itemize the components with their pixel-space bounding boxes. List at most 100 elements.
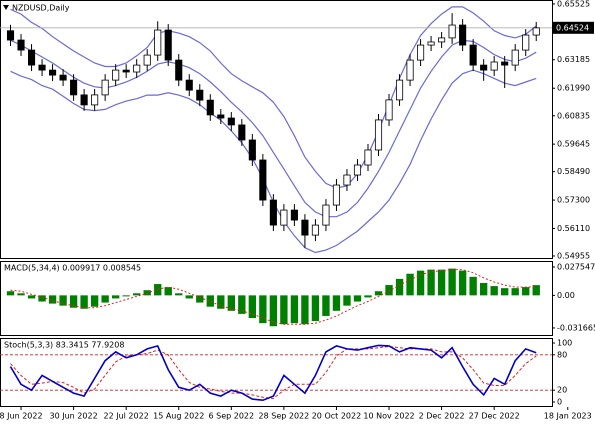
macd-bar — [259, 295, 267, 324]
candle-body — [91, 94, 99, 106]
candle-body — [80, 94, 88, 106]
candle-body — [374, 119, 383, 151]
candle-body — [343, 174, 351, 186]
candle-body — [448, 24, 456, 39]
y-tick-label: 0.54955 — [557, 251, 590, 260]
macd-bar — [48, 295, 57, 304]
candle-body — [427, 41, 435, 46]
x-tick-label: 15 Aug 2022 — [153, 412, 204, 421]
candle-body — [143, 54, 151, 66]
macd-bar — [416, 270, 425, 296]
macd-bar — [374, 291, 383, 296]
candle-body — [17, 39, 25, 51]
candle-body — [248, 139, 256, 161]
macd-bar — [69, 295, 78, 308]
candle-body — [385, 99, 393, 121]
candle-body — [27, 49, 36, 66]
macd-bar — [196, 295, 204, 303]
stoch-main — [9, 344, 537, 402]
candle-body — [490, 61, 498, 71]
macd-signal — [10, 269, 537, 325]
macd-bar — [448, 268, 456, 296]
y-tick-label: 80 — [557, 350, 567, 359]
candle-body — [311, 224, 319, 236]
x-tick-label: 6 Sep 2022 — [209, 412, 255, 421]
macd-bar — [217, 295, 225, 309]
candle-body — [154, 29, 162, 56]
candle-body — [280, 209, 288, 226]
stoch-signal — [10, 345, 537, 400]
x-tick-label: 2 Dec 2022 — [419, 412, 465, 421]
candle-body — [206, 99, 214, 116]
macd-bar — [80, 295, 88, 309]
candle-body — [406, 59, 414, 81]
candle-body — [238, 124, 246, 141]
candle-body — [395, 79, 404, 101]
macd-bar — [395, 278, 404, 296]
macd-bar — [343, 295, 351, 306]
macd-bar — [532, 285, 540, 296]
candle-body — [353, 164, 362, 176]
macd-bar — [175, 293, 183, 296]
y-tick-label: 0.61990 — [557, 84, 590, 93]
macd-bar — [17, 293, 25, 296]
macd-bar — [332, 295, 341, 311]
macd-bar — [111, 295, 120, 299]
x-tick-label: 8 Jun 2022 — [0, 412, 43, 421]
macd-bar — [101, 295, 109, 303]
candle-body — [217, 114, 225, 119]
macd-bar — [27, 295, 36, 299]
current-price-label: 0.64524 — [556, 23, 589, 32]
x-tick-label: 20 Oct 2022 — [312, 412, 361, 421]
macd-bar — [322, 295, 330, 316]
macd-bar — [522, 287, 530, 296]
candle-body — [70, 79, 78, 96]
macd-bar — [301, 295, 309, 325]
macd-bar — [248, 295, 257, 319]
candle-body — [290, 209, 298, 221]
y-tick-label: 0.65525 — [557, 0, 590, 8]
x-tick-label: 18 Jan 2023 — [544, 412, 592, 421]
candle-body — [227, 117, 235, 126]
candle-body — [522, 34, 530, 51]
macd-bar — [385, 285, 393, 296]
candle-body — [459, 24, 467, 46]
y-tick-label: 100 — [557, 339, 572, 348]
macd-bar — [227, 295, 235, 311]
y-tick-label: 0.56110 — [557, 224, 590, 233]
macd-bar — [406, 273, 414, 296]
candle-body — [38, 64, 46, 71]
candle-body — [164, 29, 172, 61]
macd-bar — [490, 286, 498, 296]
macd-bar — [90, 295, 99, 307]
macd-bar — [185, 295, 193, 299]
candle-body — [49, 69, 57, 76]
candle-body — [59, 74, 67, 81]
candle-body — [438, 37, 446, 43]
macd-bar — [238, 295, 246, 314]
macd-bar — [164, 287, 172, 296]
upper-band — [10, 6, 537, 189]
y-tick-label: 0 — [557, 398, 562, 407]
x-tick-label: 27 Dec 2022 — [469, 412, 520, 421]
y-tick-label: 0.59645 — [557, 140, 590, 149]
x-tick-label: 28 Sep 2022 — [259, 412, 310, 421]
macd-bar — [353, 295, 362, 302]
y-tick-label: 0.027547 — [557, 262, 595, 271]
x-tick-label: 30 Jun 2022 — [50, 412, 98, 421]
stoch-panel — [0, 338, 553, 407]
macd-bar — [511, 288, 519, 296]
macd-bar — [280, 295, 288, 325]
candle-body — [196, 89, 204, 101]
macd-bar — [269, 295, 278, 327]
candle-body — [112, 69, 120, 81]
y-tick-label: 0.58490 — [557, 167, 590, 176]
chart-title: NZDUSD,Daily — [12, 4, 70, 13]
macd-title: MACD(5,34,4) 0.009917 0.008545 — [4, 264, 141, 273]
y-tick-label: 0.00 — [557, 291, 575, 300]
candle-body — [259, 159, 267, 201]
macd-bar — [290, 295, 299, 324]
x-tick-label: 10 Nov 2022 — [363, 412, 414, 421]
macd-bar — [38, 295, 46, 302]
macd-bar — [311, 295, 320, 322]
